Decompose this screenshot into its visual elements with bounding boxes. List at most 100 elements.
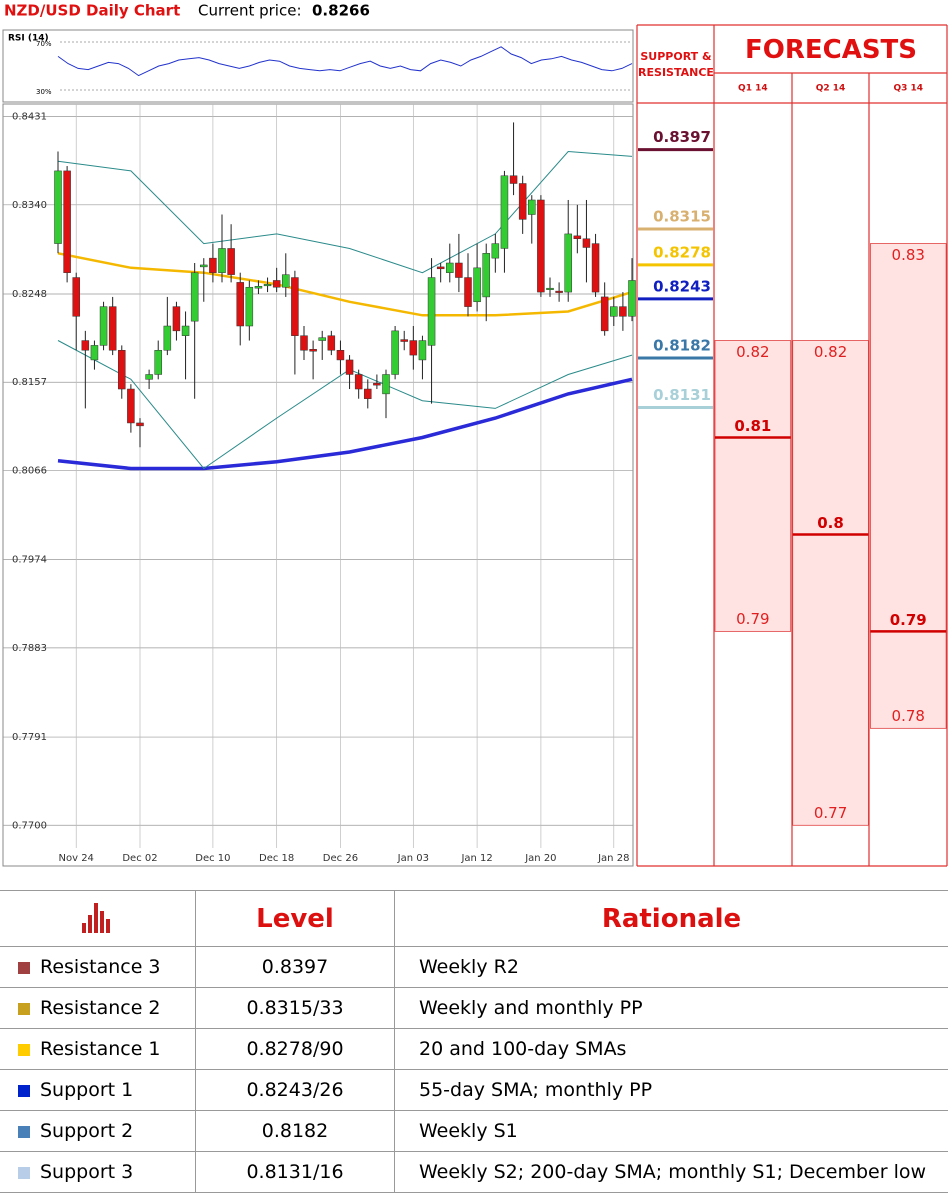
candle-body (500, 175, 509, 249)
y-tick-label: 0.8157 (12, 377, 47, 388)
y-tick-label: 0.8066 (12, 465, 47, 476)
candle-body (54, 170, 62, 244)
name-cell: Resistance 3 (0, 946, 196, 988)
table-row: Support 2 0.8182 Weekly S1 (0, 1110, 948, 1152)
name-cell: Support 3 (0, 1151, 196, 1193)
x-tick-label: Jan 28 (597, 853, 629, 864)
candle-body (108, 306, 117, 351)
y-tick-label: 0.7883 (12, 643, 47, 654)
candle-body (582, 238, 591, 248)
candle-body (382, 374, 390, 395)
rationale-cell: Weekly S1 (394, 1110, 948, 1152)
overlay-line (57, 252, 633, 317)
name-cell: Resistance 1 (0, 1028, 196, 1070)
color-swatch (18, 1166, 30, 1179)
candle-body (555, 290, 563, 293)
candle-body (145, 374, 153, 380)
chart: NZD/USD Daily Chart Current price: 0.826… (2, 2, 948, 867)
y-tick-label: 0.8431 (12, 112, 47, 123)
level-label: 0.8243 (653, 277, 711, 295)
quarter-label: Q1 14 (738, 84, 768, 94)
candle-body (564, 233, 572, 293)
bar-icon (81, 903, 110, 933)
candle-body (418, 340, 427, 361)
candle-body (300, 335, 308, 351)
forecast-range (792, 340, 869, 826)
forecast-high: 0.82 (736, 343, 769, 361)
candle-body (473, 267, 481, 303)
forecast-range (870, 243, 947, 729)
x-tick-label: Dec 18 (259, 853, 294, 864)
color-swatch (18, 1002, 30, 1015)
price-label: Current price: (198, 2, 302, 20)
y-tick-label: 0.7974 (12, 555, 47, 566)
candle-body (99, 306, 108, 346)
candle-body (610, 306, 618, 317)
level-label: 0.8315 (653, 208, 711, 226)
candle-body (573, 235, 582, 240)
candle-body (318, 337, 326, 341)
rationale-cell: 20 and 100-day SMAs (394, 1028, 948, 1070)
candle-body (345, 359, 354, 375)
x-tick-label: Jan 03 (397, 853, 429, 864)
candle-body (455, 262, 463, 278)
candle-body (63, 170, 71, 273)
table-row: Resistance 2 0.8315/33 Weekly and monthly … (0, 987, 948, 1029)
y-tick-label: 0.8248 (12, 289, 47, 300)
rsi-tick-label: 30% (36, 88, 52, 96)
candle-body (518, 183, 527, 220)
rsi-frame (2, 29, 634, 103)
x-tick-label: Nov 24 (59, 853, 94, 864)
candle-body (546, 287, 554, 290)
candle-body (72, 277, 80, 317)
candle-body (209, 257, 217, 273)
candle-body (190, 272, 199, 322)
level-cell: 0.8397 (195, 946, 395, 988)
overlay-line (57, 150, 633, 274)
candle-body (509, 175, 518, 184)
candle-body (309, 349, 317, 352)
row-name: Resistance 3 (40, 956, 161, 978)
row-name: Support 1 (40, 1079, 134, 1101)
candle-body (391, 330, 399, 375)
candle-body (336, 349, 345, 361)
forecast-range (714, 340, 792, 632)
x-tick-label: Dec 10 (195, 853, 230, 864)
candle-body (436, 266, 445, 270)
forecast-low: 0.79 (736, 610, 769, 628)
table-row: Resistance 1 0.8278/90 20 and 100-day SMAs (0, 1028, 948, 1070)
row-name: Support 3 (40, 1161, 134, 1183)
row-name: Support 2 (40, 1120, 134, 1142)
overlay-line (57, 340, 633, 470)
candle-body (537, 199, 545, 293)
chart-title: NZD/USD Daily Chart (4, 2, 180, 20)
candle-body (263, 284, 272, 287)
candle-body (136, 422, 144, 427)
candle-body (528, 199, 536, 215)
level-cell: 0.8278/90 (195, 1028, 395, 1070)
candle-body (291, 277, 299, 336)
level-cell: 0.8315/33 (195, 987, 395, 1029)
rsi-line (57, 46, 633, 77)
candle-body (200, 264, 208, 268)
candle-body (272, 280, 281, 288)
candle-body (591, 243, 600, 293)
price-frame (2, 103, 634, 867)
forecast-high: 0.82 (814, 343, 847, 361)
candle-body (236, 282, 244, 327)
candle-body (400, 339, 408, 342)
rsi-title: RSI (14) (8, 34, 49, 44)
candle-body (619, 306, 627, 317)
candle-body (81, 340, 90, 351)
forecast-low: 0.77 (814, 804, 847, 822)
name-cell: Support 2 (0, 1110, 196, 1152)
candle-body (254, 286, 263, 289)
rationale-cell: Weekly S2; 200-day SMA; monthly S1; Dece… (394, 1151, 948, 1193)
quarter-label: Q2 14 (816, 84, 846, 94)
level-label: 0.8182 (653, 337, 711, 355)
candle-body (409, 340, 418, 356)
forecast-high: 0.83 (892, 246, 925, 264)
candle-body (354, 374, 363, 390)
forecast-mid-label: 0.81 (734, 417, 771, 435)
